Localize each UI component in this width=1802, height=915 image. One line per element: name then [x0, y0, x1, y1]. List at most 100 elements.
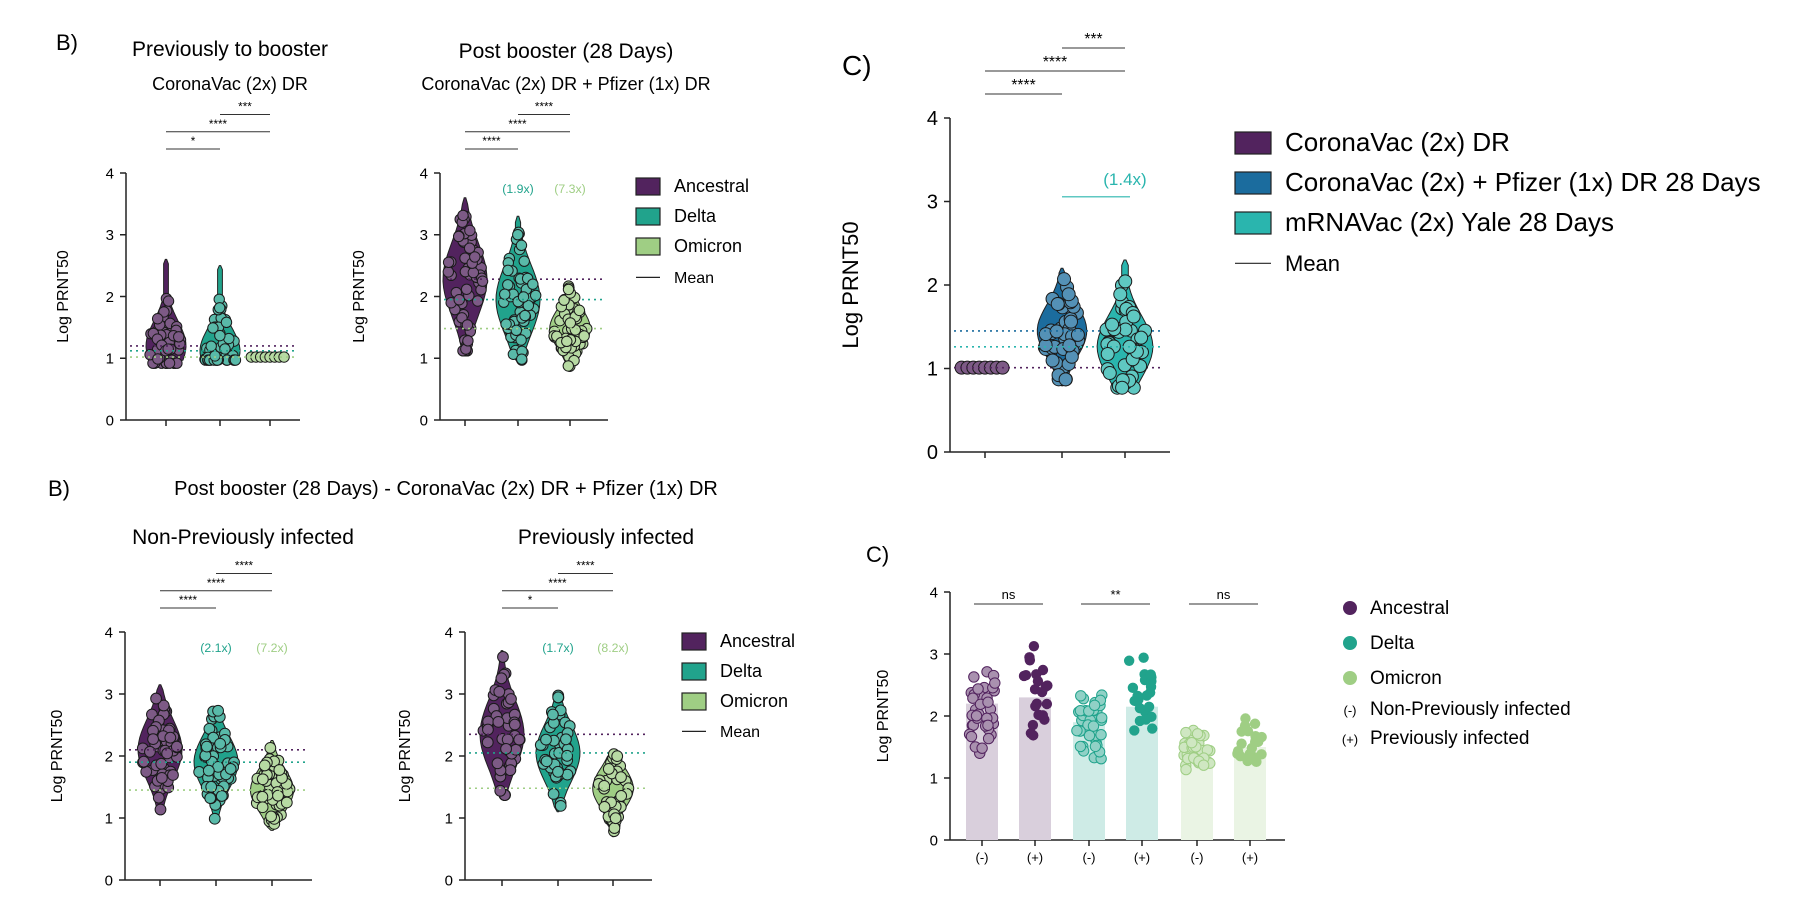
y-tick-label: 1	[105, 810, 113, 827]
data-point	[212, 704, 224, 717]
chart-panelB: 0 1 2 3 4 Log PRNT50 **** **** **** (1.9x) (7.3x)	[351, 101, 608, 429]
data-point	[546, 708, 559, 721]
data-point	[515, 334, 527, 346]
data-point	[562, 283, 575, 296]
data-point	[1024, 655, 1036, 666]
data-point	[564, 317, 577, 329]
data-point	[500, 742, 512, 755]
data-point	[215, 790, 228, 802]
data-point	[256, 790, 269, 803]
data-point	[204, 792, 217, 804]
data-point	[200, 740, 213, 753]
y-tick-label: 2	[106, 289, 114, 306]
significance-label: ****	[1011, 77, 1035, 94]
data-point	[518, 255, 530, 267]
data-point	[968, 671, 980, 683]
data-point	[989, 677, 1001, 689]
legend-label: Omicron	[720, 691, 788, 711]
data-point	[1027, 719, 1039, 731]
data-point	[1095, 729, 1107, 741]
significance-label: ****	[548, 577, 567, 590]
data-point	[1100, 346, 1115, 361]
y-tick-label: 0	[927, 442, 938, 464]
data-point	[1129, 725, 1140, 736]
data-point	[540, 733, 552, 746]
data-point	[1083, 729, 1096, 742]
legend-swatch	[1234, 171, 1272, 195]
data-point	[1113, 287, 1128, 302]
panel-letter-b2: B)	[48, 476, 70, 501]
data-point	[505, 693, 517, 705]
data-point	[155, 771, 168, 784]
data-point	[265, 810, 278, 823]
data-point	[976, 742, 988, 754]
data-point	[1089, 740, 1102, 753]
data-point	[154, 803, 167, 816]
legend-label: Delta	[720, 661, 763, 681]
data-point	[982, 696, 994, 708]
data-point	[554, 799, 567, 812]
data-point	[256, 801, 269, 814]
data-point	[982, 732, 995, 745]
panel-a-subtitle: CoronaVac (2x) DR	[152, 74, 308, 94]
data-point	[1071, 724, 1083, 737]
legend-dot	[1343, 636, 1357, 650]
data-point	[209, 350, 221, 362]
data-point	[1105, 317, 1120, 332]
data-point	[162, 343, 174, 355]
fold-change-label: (2.1x)	[200, 641, 231, 655]
data-point	[1050, 296, 1065, 311]
data-point	[208, 812, 221, 825]
data-point	[219, 343, 231, 355]
y-tick-label: 4	[445, 624, 453, 641]
data-point	[1115, 380, 1130, 395]
data-point	[970, 710, 983, 722]
significance-label: ****	[576, 560, 595, 573]
data-point	[611, 750, 624, 763]
data-point	[1087, 720, 1100, 732]
data-point	[161, 747, 174, 760]
data-point	[467, 266, 480, 279]
data-point	[278, 351, 290, 363]
data-point	[460, 283, 473, 295]
data-point	[147, 733, 159, 746]
legend-swatch	[635, 177, 661, 196]
legend-swatch	[635, 237, 661, 256]
data-point	[608, 822, 621, 834]
data-point	[502, 279, 514, 291]
y-tick-label: 3	[930, 646, 938, 663]
legend-label: Previously infected	[1370, 728, 1529, 749]
data-point	[272, 789, 284, 802]
legend-swatch	[681, 632, 707, 651]
legend-swatch	[681, 692, 707, 711]
data-point	[1030, 701, 1041, 712]
y-tick-label: 2	[420, 289, 428, 306]
data-point	[452, 230, 465, 243]
data-point	[170, 740, 183, 753]
data-point	[1102, 366, 1117, 381]
fold-change-label: (1.7x)	[542, 641, 573, 655]
significance-label: *	[191, 135, 196, 148]
data-point	[155, 757, 168, 770]
data-point	[163, 357, 176, 369]
significance-label: ns	[1217, 587, 1231, 602]
data-point	[558, 294, 570, 306]
y-tick-label: 1	[420, 351, 428, 368]
data-point	[469, 251, 481, 263]
panel-d-title: Non-Previously infected	[132, 526, 354, 549]
legend-swatch	[1234, 211, 1272, 235]
legend-label: Ancestral	[674, 176, 749, 196]
data-point	[492, 715, 505, 728]
significance-label: ****	[179, 594, 198, 607]
fold-change-label: (7.2x)	[256, 641, 287, 655]
significance-label: ****	[1043, 54, 1067, 71]
significance-label: ***	[1084, 31, 1102, 48]
y-tick-label: 3	[420, 227, 428, 244]
data-point	[516, 353, 528, 365]
y-tick-label: 2	[105, 748, 113, 765]
legend-dot	[1343, 601, 1357, 615]
chart-panelD: 0 1 2 3 4 Log PRNT50 **** **** **** (2.1x) (7.2x)	[49, 560, 312, 889]
y-axis-label: Log PRNT50	[397, 710, 414, 803]
data-point	[493, 685, 506, 698]
data-point	[529, 289, 542, 302]
